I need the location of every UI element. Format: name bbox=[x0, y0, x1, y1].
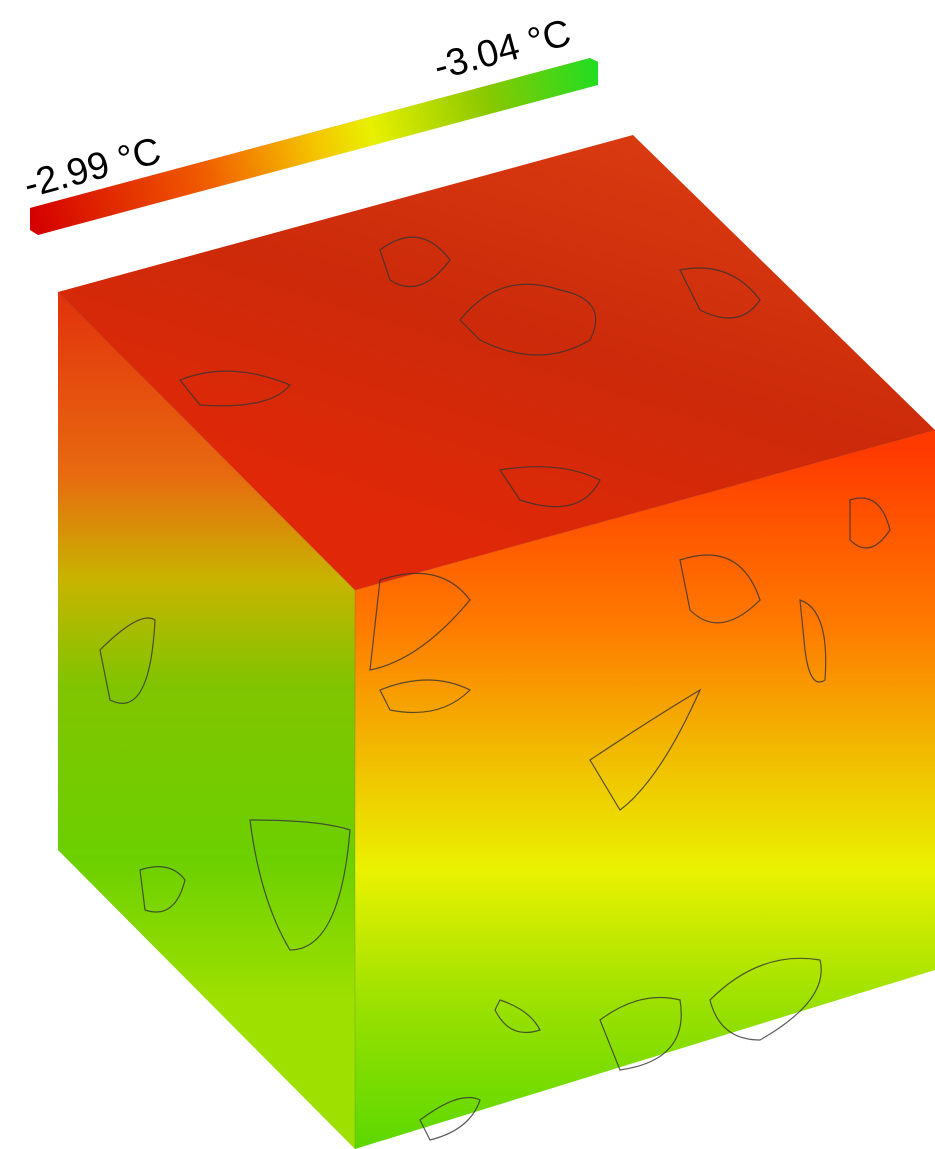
contour bbox=[849, 497, 891, 549]
contour bbox=[494, 999, 541, 1034]
contour bbox=[179, 370, 291, 407]
contour bbox=[379, 236, 451, 288]
contour bbox=[679, 267, 761, 319]
cube-right-face bbox=[355, 430, 935, 1149]
cube-top-face bbox=[58, 135, 935, 590]
contour bbox=[369, 572, 471, 671]
contour bbox=[249, 819, 351, 951]
contour bbox=[799, 599, 827, 683]
contour bbox=[419, 1096, 481, 1141]
cube-edge bbox=[57, 291, 935, 591]
contour bbox=[379, 679, 472, 713]
contour bbox=[709, 957, 822, 1041]
contour bbox=[599, 996, 682, 1071]
colorbar-body bbox=[30, 58, 598, 235]
contour bbox=[589, 688, 702, 811]
contours bbox=[99, 236, 891, 1141]
contour bbox=[679, 554, 761, 624]
contour bbox=[99, 617, 156, 704]
contour bbox=[498, 466, 601, 508]
cube bbox=[57, 135, 935, 1149]
cube-left-face bbox=[58, 292, 355, 1149]
contour bbox=[459, 283, 597, 356]
contour bbox=[139, 866, 186, 913]
